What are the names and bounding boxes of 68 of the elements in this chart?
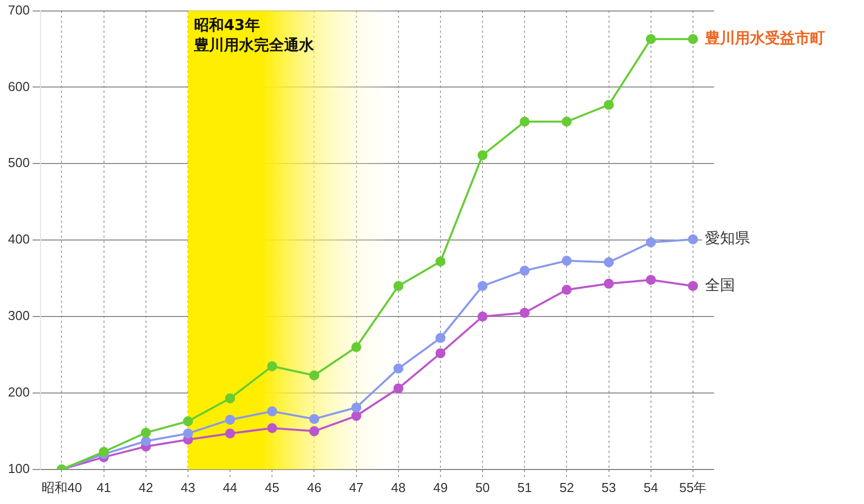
x-tick-label: 41 [96, 480, 112, 495]
point [562, 116, 572, 127]
point [646, 34, 656, 44]
point [562, 284, 572, 295]
point [646, 237, 656, 248]
point [520, 116, 530, 127]
y-tick-label: 600 [8, 78, 30, 94]
series-label: 豊川用水受益市町 [704, 28, 825, 47]
point [478, 312, 488, 322]
point [520, 266, 530, 276]
x-tick-label: 53 [602, 480, 616, 495]
point [393, 383, 404, 394]
point [267, 406, 278, 416]
point [520, 308, 530, 318]
series-label: 愛知県 [704, 229, 750, 248]
point [309, 370, 320, 380]
point [646, 274, 656, 285]
point [225, 428, 236, 438]
point [604, 278, 614, 289]
y-tick-label: 100 [8, 460, 30, 476]
y-tick-label: 500 [8, 155, 30, 170]
band-label: 昭和43年豊川用水完全通水 [192, 16, 315, 54]
x-tick-label: 44 [222, 480, 238, 495]
x-tick-label: 49 [433, 480, 448, 495]
point [267, 361, 278, 372]
x-tick-label: 42 [138, 480, 154, 495]
point [351, 410, 362, 421]
point [351, 342, 362, 352]
point [309, 414, 320, 424]
x-tick-label: 50 [475, 480, 490, 495]
point [478, 150, 488, 160]
point [435, 256, 446, 266]
x-tick-label: 昭和40 [41, 480, 82, 495]
point [98, 446, 109, 457]
y-tick-label: 400 [8, 232, 30, 247]
x-tick-label: 45 [264, 480, 280, 495]
x-tick-label: 52 [559, 480, 574, 495]
point [140, 436, 151, 446]
point [435, 332, 446, 343]
point [562, 256, 572, 266]
y-tick-label: 700 [8, 2, 30, 18]
x-tick-label: 48 [391, 480, 406, 495]
point [309, 426, 320, 436]
point [267, 423, 278, 434]
point [225, 393, 236, 404]
point [182, 416, 193, 426]
point [393, 280, 404, 291]
point [604, 100, 614, 110]
point [688, 34, 698, 44]
point [393, 364, 404, 374]
point [688, 234, 698, 244]
point [604, 257, 614, 268]
x-tick-label: 43 [180, 480, 196, 495]
y-tick-label: 300 [8, 308, 30, 324]
point [140, 428, 151, 438]
point [182, 428, 193, 438]
x-tick-label: 54 [644, 480, 658, 495]
y-tick-label: 200 [8, 384, 30, 400]
point [351, 402, 362, 412]
x-tick-label: 55年 [679, 480, 707, 495]
point [225, 414, 236, 425]
x-tick-label: 46 [306, 480, 322, 495]
series-label: 全国 [704, 276, 735, 294]
point [435, 348, 446, 358]
point [688, 280, 698, 291]
x-tick-label: 47 [349, 480, 364, 495]
point [478, 280, 488, 291]
x-tick-label: 51 [517, 480, 532, 495]
